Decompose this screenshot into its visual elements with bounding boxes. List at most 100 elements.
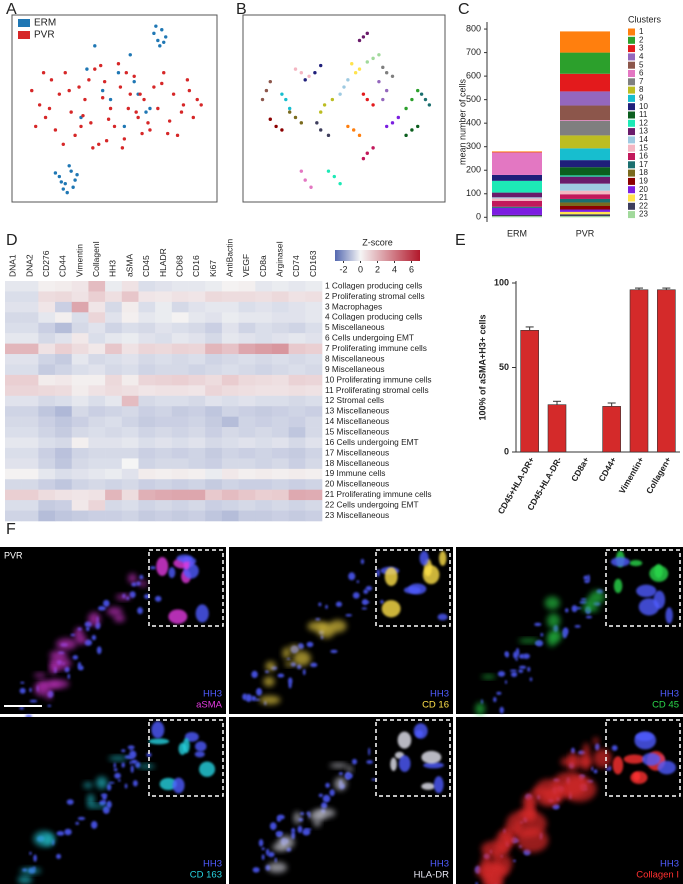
- inset-signal: [184, 732, 199, 742]
- inset-frame: [148, 549, 224, 627]
- heat-cell: [188, 510, 206, 522]
- scatter-point: [89, 121, 93, 125]
- heat-cell: [171, 385, 189, 397]
- heat-cell: [5, 354, 22, 365]
- heat-cell: [305, 447, 323, 459]
- heat-cell: [121, 437, 139, 449]
- heat-cell: [205, 489, 223, 501]
- inset-signal: [419, 550, 429, 566]
- heat-cell: [5, 468, 22, 480]
- heat-cell: [221, 447, 239, 459]
- scatter-point: [154, 24, 158, 28]
- heat-cell: [305, 343, 323, 355]
- scatter-point: [342, 85, 346, 89]
- scatter-point: [280, 92, 284, 96]
- heat-cell: [21, 333, 39, 344]
- row-label: 20 Miscellaneous: [325, 479, 389, 489]
- scatter-point: [144, 110, 148, 114]
- scatter-point: [108, 97, 113, 102]
- bar-segment: [492, 214, 542, 217]
- nucleus: [261, 847, 265, 851]
- heat-cell: [288, 458, 306, 470]
- scatter-point: [108, 106, 113, 111]
- inset-signal: [178, 742, 187, 755]
- heat-cell: [5, 364, 22, 376]
- heat-cell: [71, 416, 89, 428]
- stain: [549, 629, 562, 643]
- nucleus: [131, 582, 137, 587]
- heat-cell: [55, 489, 73, 501]
- legend-swatch: [628, 177, 635, 185]
- heat-cell: [38, 354, 56, 365]
- nucleus: [144, 594, 150, 599]
- heat-cell: [121, 301, 139, 313]
- bar-segment: [492, 216, 542, 218]
- scatter-point: [319, 63, 323, 68]
- heat-cell: [271, 364, 289, 376]
- column-label: CollagenI: [91, 241, 101, 277]
- heat-cell: [171, 312, 189, 324]
- heat-cell: [138, 333, 156, 344]
- heat-cell: [238, 343, 256, 355]
- scatter-point: [156, 38, 160, 43]
- heat-cell: [5, 427, 22, 438]
- heat-cell: [71, 281, 89, 292]
- heat-cell: [21, 322, 39, 334]
- nucleus: [269, 822, 277, 831]
- scatter-point: [326, 169, 331, 173]
- heat-cell: [105, 416, 123, 428]
- heat-cell: [205, 479, 223, 490]
- bar-segment: [560, 167, 610, 176]
- nucleus: [499, 706, 504, 714]
- heat-cell: [88, 354, 106, 365]
- heat-cell: [205, 395, 223, 407]
- nucleus: [297, 825, 303, 834]
- scatter-point: [79, 124, 83, 129]
- scatter-point: [346, 124, 350, 129]
- bar-segment: [492, 200, 542, 207]
- scatter-point: [83, 97, 87, 102]
- scatter-point: [365, 60, 369, 64]
- heat-cell: [71, 479, 89, 490]
- heat-cell: [121, 458, 139, 470]
- channel-label: Collagen I: [636, 870, 679, 881]
- panel-letter: A: [6, 1, 17, 18]
- heat-cell: [38, 312, 56, 324]
- scatter-point: [381, 97, 385, 102]
- heat-cell: [138, 479, 156, 490]
- heat-cell: [138, 301, 156, 313]
- scatter-point: [303, 78, 307, 82]
- heat-cell: [205, 500, 223, 511]
- colorbar-tick-label: -2: [339, 264, 347, 274]
- heat-cell: [88, 385, 106, 397]
- heat-cell: [238, 406, 256, 417]
- heat-cell: [105, 322, 123, 334]
- scatter-point: [134, 110, 138, 114]
- heat-cell: [55, 510, 73, 522]
- stain: [87, 793, 95, 807]
- heat-cell: [188, 322, 206, 334]
- row-label: 18 Miscellaneous: [325, 458, 389, 468]
- legend-swatch: [628, 194, 635, 202]
- scatter-point: [152, 31, 156, 36]
- inset-signal: [613, 578, 623, 594]
- nucleus: [519, 665, 527, 669]
- scatter-point: [164, 35, 168, 39]
- heat-cell: [171, 281, 189, 292]
- inset-signal: [423, 762, 444, 769]
- colorbar-title: Z-score: [362, 237, 393, 247]
- nucleus: [318, 602, 322, 607]
- row-label: 11 Proliferating stromal cells: [325, 385, 429, 395]
- legend-swatch: [628, 86, 635, 94]
- heat-cell: [221, 354, 239, 365]
- nucleus: [322, 794, 331, 803]
- heat-cell: [5, 333, 22, 344]
- heat-cell: [305, 333, 323, 344]
- nucleus: [335, 601, 343, 607]
- heat-cell: [38, 458, 56, 470]
- nucleus: [75, 821, 80, 825]
- bar-segment: [492, 207, 542, 215]
- scatter-point: [353, 71, 358, 75]
- heat-cell: [5, 406, 22, 417]
- nucleus: [330, 649, 338, 654]
